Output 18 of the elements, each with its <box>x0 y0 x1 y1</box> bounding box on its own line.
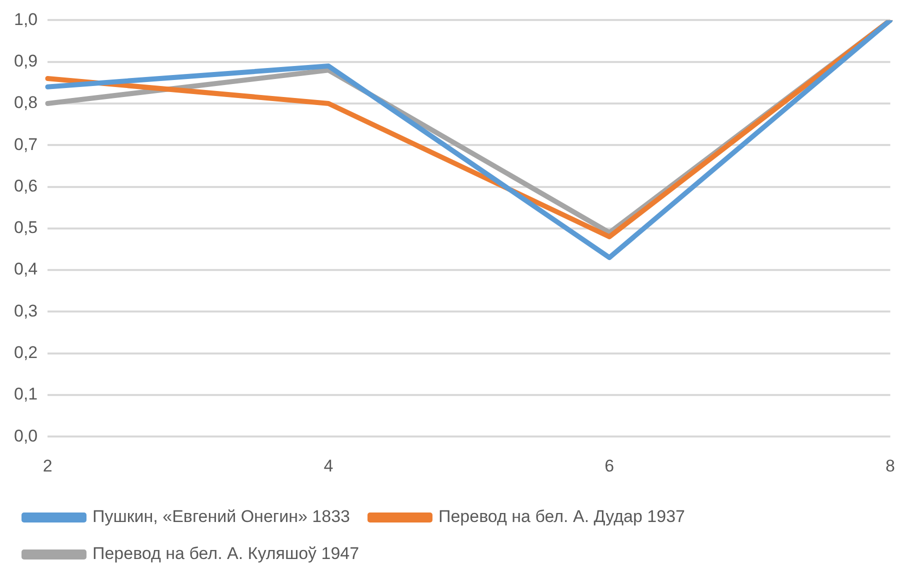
y-tick-label: 0,4 <box>14 260 38 279</box>
legend-label: Перевод на бел. А. Куляшоў 1947 <box>92 544 360 564</box>
y-tick-label: 0,9 <box>14 52 38 71</box>
y-tick-label: 1,0 <box>14 10 38 29</box>
y-tick-label: 0,0 <box>14 426 38 446</box>
x-tick-label: 4 <box>324 456 334 476</box>
y-tick-label: 0,7 <box>14 134 38 154</box>
y-tick-label: 0,2 <box>14 343 38 362</box>
y-tick-label: 0,8 <box>14 93 38 112</box>
legend-label: Перевод на бел. А. Дудар 1937 <box>438 507 685 526</box>
x-tick-label: 6 <box>604 456 614 476</box>
x-tick-label: 8 <box>886 456 896 476</box>
y-tick-label: 0,5 <box>14 218 38 238</box>
y-tick-label: 0,6 <box>14 176 38 196</box>
y-tick-label: 0,1 <box>14 384 38 404</box>
legend-label: Пушкин, «Евгений Онегин» 1833 <box>92 507 350 526</box>
y-tick-label: 0,3 <box>14 301 38 320</box>
x-tick-label: 2 <box>42 456 52 476</box>
